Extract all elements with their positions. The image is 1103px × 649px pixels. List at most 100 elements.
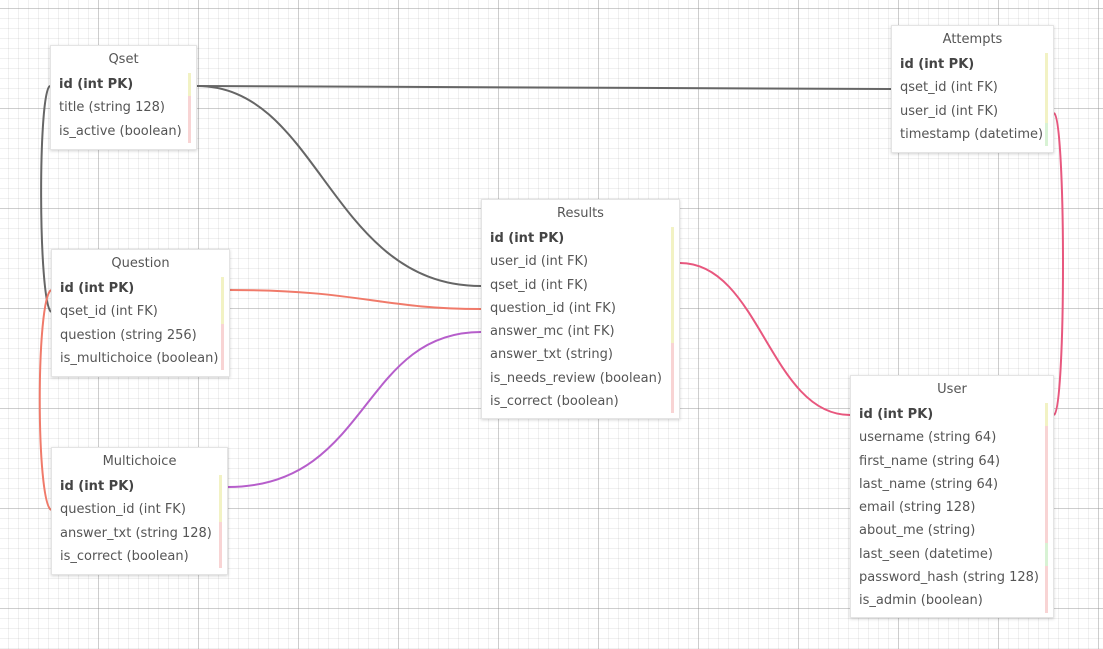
field-row[interactable]: password_hash (string 128) [851,566,1053,590]
field-label: is_correct (boolean) [60,548,189,564]
field-row[interactable]: is_correct (boolean) [482,390,679,414]
type-bar [219,544,222,569]
field-label: is_needs_review (boolean) [490,370,662,386]
field-label: answer_txt (string) [490,347,613,363]
field-row[interactable]: is_admin (boolean) [851,589,1053,613]
field-label: question (string 256) [60,327,197,343]
field-row[interactable]: qset_id (int FK) [482,273,679,297]
type-bar [219,498,222,522]
field-row[interactable]: question_id (int FK) [482,296,679,321]
link-multichoice-results [227,331,482,488]
type-bar [1045,122,1048,147]
table-title: User [937,382,967,397]
field-row[interactable]: is_active (boolean) [51,119,196,143]
table-title: Attempts [942,32,1003,47]
field-label: title (string 128) [59,100,165,116]
type-bar [1045,472,1048,497]
field-label: answer_txt (string 128) [60,525,212,541]
type-bar [1045,426,1048,450]
table-title: Question [111,256,170,271]
field-row[interactable]: user_id (int FK) [892,99,1053,123]
type-bar [188,119,191,143]
field-row[interactable]: id (int PK) [52,277,229,301]
type-bar [221,300,224,324]
type-bar [1045,449,1048,473]
field-label: username (string 64) [859,430,997,446]
type-bar [1045,53,1048,77]
field-label: question_id (int FK) [60,502,186,518]
field-row[interactable]: email (string 128) [851,496,1053,520]
field-label: password_hash (string 128) [859,570,1039,586]
field-label: is_active (boolean) [59,123,182,139]
field-row[interactable]: is_correct (boolean) [52,544,227,569]
field-label: qset_id (int FK) [490,277,588,293]
type-bar [671,390,674,414]
field-label: id (int PK) [60,479,135,494]
type-bar [1045,403,1048,427]
field-label: question_id (int FK) [490,300,616,316]
type-bar [188,96,191,120]
field-row[interactable]: id (int PK) [51,73,196,97]
field-label: id (int PK) [59,77,134,92]
type-bar [1045,99,1048,123]
field-row[interactable]: timestamp (datetime) [892,122,1053,147]
type-bar [1045,76,1048,100]
type-bar [1045,496,1048,520]
type-bar [1045,589,1048,613]
field-label: id (int PK) [900,57,975,72]
field-label: is_correct (boolean) [490,394,619,410]
field-row[interactable]: last_seen (datetime) [851,542,1053,567]
field-label: id (int PK) [490,231,565,246]
field-row[interactable]: id (int PK) [482,227,679,251]
link-qset-results [196,85,482,287]
field-row[interactable]: title (string 128) [51,96,196,120]
field-row[interactable]: answer_txt (string) [482,343,679,367]
question-table[interactable]: Question id (int PK) qset_id (int FK) qu… [51,249,230,377]
type-bar [671,273,674,297]
link-user-attempts [1053,112,1064,416]
type-bar [671,343,674,367]
type-bar [188,73,191,97]
field-label: id (int PK) [60,281,135,296]
field-row[interactable]: id (int PK) [851,403,1053,427]
link-qset-attempts [196,85,892,90]
field-row[interactable]: is_needs_review (boolean) [482,366,679,391]
results-table[interactable]: Results id (int PK) user_id (int FK) qse… [481,199,680,419]
field-label: is_admin (boolean) [859,593,983,609]
table-title: Multichoice [102,454,177,469]
type-bar [671,250,674,274]
field-label: first_name (string 64) [859,453,1001,469]
field-label: qset_id (int FK) [900,80,998,96]
field-row[interactable]: answer_mc (int FK) [482,320,679,344]
field-label: about_me (string) [859,523,976,539]
field-row[interactable]: answer_txt (string 128) [52,521,227,545]
field-label: user_id (int FK) [900,103,999,119]
qset-table[interactable]: Qset id (int PK) title (string 128) is_a… [50,45,197,150]
type-bar [221,346,224,371]
multichoice-table[interactable]: Multichoice id (int PK) question_id (int… [51,447,228,575]
field-row[interactable]: first_name (string 64) [851,449,1053,473]
field-row[interactable]: is_multichoice (boolean) [52,346,229,371]
field-row[interactable]: id (int PK) [52,475,227,499]
attempts-table[interactable]: Attempts id (int PK) qset_id (int FK) us… [891,25,1054,153]
field-row[interactable]: qset_id (int FK) [892,76,1053,100]
field-row[interactable]: question_id (int FK) [52,498,227,522]
user-table[interactable]: User id (int PK) username (string 64) fi… [850,375,1054,618]
field-row[interactable]: last_name (string 64) [851,472,1053,497]
field-label: user_id (int FK) [490,254,589,270]
field-row[interactable]: user_id (int FK) [482,250,679,274]
type-bar [671,320,674,344]
type-bar [221,323,224,347]
type-bar [221,277,224,301]
type-bar [671,366,674,391]
field-row[interactable]: username (string 64) [851,426,1053,450]
link-user-results [679,262,851,416]
field-row[interactable]: id (int PK) [892,53,1053,77]
field-row[interactable]: qset_id (int FK) [52,300,229,324]
field-row[interactable]: about_me (string) [851,519,1053,543]
field-row[interactable]: question (string 256) [52,323,229,347]
field-label: last_seen (datetime) [859,546,993,562]
table-title: Results [557,206,604,221]
link-question-multichoice [38,289,52,511]
type-bar [671,296,674,321]
